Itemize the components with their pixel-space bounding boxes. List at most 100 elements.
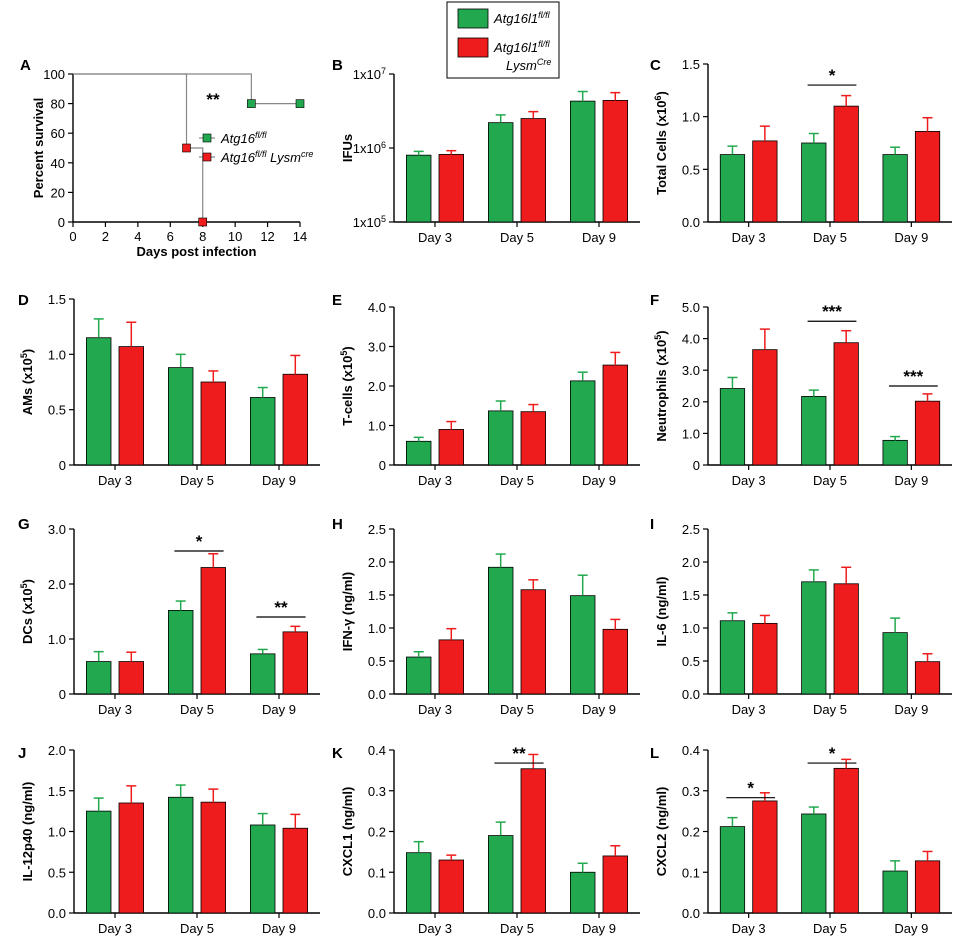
y-tick-label: 1.5	[682, 57, 700, 72]
y-tick-label: 80	[51, 97, 65, 112]
x-tick-label: Day 9	[262, 473, 296, 488]
y-tick-label: 0.1	[682, 865, 700, 880]
x-tick-label: 10	[228, 229, 242, 244]
y-tick-label: 2.5	[682, 522, 700, 537]
x-tick-label: Day 3	[98, 702, 132, 717]
knockout-bar-day-9	[602, 99, 629, 223]
knockout-bar-day-9	[914, 661, 941, 695]
y-tick-label: 1.0	[48, 632, 66, 647]
panel-d: D 0 0.5 1.0 1.5 AMs (x105) Day 3 Day 5 Day 9	[18, 292, 320, 488]
panel-c: C 0.0 0.5 1.0 1.5 Total Cells (x106) Day 3 Day …	[650, 57, 952, 245]
knockout-bar-day-9	[914, 400, 941, 466]
y-axis-label: T-cells (x105)	[339, 346, 355, 425]
x-tick-label: Day 3	[418, 702, 452, 717]
control-bar-day-9	[882, 439, 908, 466]
panel-b: B 1x105 1x106 1x107 IFUs Day 3 Day 5 Day 9	[332, 57, 640, 245]
y-tick-label: 0	[379, 458, 386, 473]
x-tick-label: Day 5	[813, 230, 847, 245]
y-tick-label: 0.0	[682, 687, 700, 702]
x-tick-label: Day 3	[98, 473, 132, 488]
panel-e: E 0 1.0 2.0 3.0 4.0 T-cells (x105) Day 3 Day 5 Da…	[332, 292, 640, 488]
y-tick-label: 0.5	[48, 403, 66, 418]
y-axis-label: CXCL1 (ng/ml)	[340, 787, 355, 877]
knockout-bar-day-5	[520, 768, 547, 914]
x-tick-label: Day 9	[894, 702, 928, 717]
figure-panels: A 0 20 40 60 80 100 0 2 4 6 8 10 12 14 Days post infect…	[18, 57, 952, 936]
control-bar-day-5	[487, 122, 514, 223]
control-bar-day-5	[801, 813, 827, 914]
x-tick-label: Day 9	[582, 473, 616, 488]
panel-a: A 0 20 40 60 80 100 0 2 4 6 8 10 12 14 Days post infect…	[20, 57, 313, 259]
x-tick-label: Day 3	[732, 230, 766, 245]
x-tick-label: Day 5	[180, 921, 214, 936]
y-tick-label: 1.0	[48, 347, 66, 362]
y-tick-label: 1.0	[368, 621, 386, 636]
y-axis-label: IFUs	[340, 134, 355, 162]
y-tick-label: 3.0	[48, 522, 66, 537]
panel-letter-j: J	[18, 745, 26, 762]
y-tick-label: 0	[58, 215, 65, 230]
x-tick-label: Day 5	[813, 702, 847, 717]
panel-letter-k: K	[332, 745, 343, 762]
panel-letter-c: C	[650, 57, 661, 74]
control-bar-day-9	[882, 154, 908, 223]
y-tick-label: 1.0	[682, 110, 700, 125]
y-axis-label: Neutrophils (x105)	[653, 330, 669, 441]
x-tick-label: Day 3	[732, 473, 766, 488]
survival-marker	[198, 217, 208, 227]
x-tick-label: Day 3	[732, 702, 766, 717]
x-tick-label: Day 9	[894, 921, 928, 936]
knockout-bar-day-5	[200, 381, 227, 466]
knockout-bar-day-3	[752, 349, 778, 466]
control-bar-day-9	[570, 380, 596, 466]
control-bar-day-9	[249, 824, 276, 914]
control-bar-day-5	[167, 796, 194, 914]
legend-marker	[202, 152, 212, 162]
y-tick-label: 0.0	[682, 906, 700, 921]
x-axis-label: Days post infection	[137, 244, 257, 259]
y-tick-label: 0.0	[368, 687, 386, 702]
significance-label: *	[196, 532, 203, 551]
panel-i: I 0.0 0.5 1.0 1.5 2.0 2.5 IL-6 (ng/ml) Day 3 Day …	[650, 516, 952, 717]
knockout-bar-day-5	[520, 589, 547, 695]
y-axis-label: DCs (x105)	[19, 579, 35, 644]
y-tick-label: 0.2	[368, 825, 386, 840]
x-tick-label: 12	[260, 229, 274, 244]
control-bar-day-3	[405, 852, 432, 914]
control-bar-day-9	[249, 397, 276, 466]
control-bar-day-5	[487, 835, 514, 914]
panel-letter-i: I	[650, 516, 654, 533]
panel-letter-d: D	[18, 292, 29, 309]
y-tick-label: 3.0	[368, 340, 386, 355]
y-axis-label: IL-12p40 (ng/ml)	[20, 782, 35, 882]
control-bar-day-9	[570, 100, 596, 223]
x-tick-label: Day 9	[894, 473, 928, 488]
y-axis-label: CXCL2 (ng/ml)	[654, 787, 669, 877]
knockout-bar-day-9	[602, 364, 629, 466]
significance-label: *	[747, 779, 754, 798]
control-bar-day-9	[570, 871, 596, 914]
control-bar-day-3	[405, 154, 432, 223]
y-tick-label: 0.0	[368, 906, 386, 921]
knockout-bar-day-9	[602, 628, 629, 695]
y-tick-label: 1.5	[368, 588, 386, 603]
x-tick-label: Day 9	[582, 702, 616, 717]
legend: Atg16l1fl/fl Atg16l1fl/fl LysmCre	[446, 1, 560, 79]
knockout-bar-day-3	[438, 429, 465, 466]
y-tick-label: 4.0	[368, 300, 386, 315]
y-tick-label: 1x107	[353, 66, 386, 82]
x-tick-label: Day 5	[180, 702, 214, 717]
y-tick-label: 1.0	[682, 426, 700, 441]
y-tick-label: 20	[51, 185, 65, 200]
x-tick-label: Day 5	[180, 473, 214, 488]
knockout-bar-day-3	[118, 802, 145, 914]
legend-marker	[202, 133, 212, 143]
legend-label-knockout-line2: LysmCre	[506, 57, 551, 73]
knockout-bar-day-9	[282, 373, 309, 466]
panel-f: F 0 1.0 2.0 3.0 4.0 5.0 Neutrophils (x105) Day 3…	[650, 292, 952, 488]
y-tick-label: 5.0	[682, 300, 700, 315]
panel-l: L 0.0 0.1 0.2 0.3 0.4 CXCL2 (ng/ml) Day 3 Day 5 D…	[650, 743, 952, 936]
panel-letter-h: H	[332, 516, 343, 533]
control-bar-day-3	[86, 337, 112, 466]
